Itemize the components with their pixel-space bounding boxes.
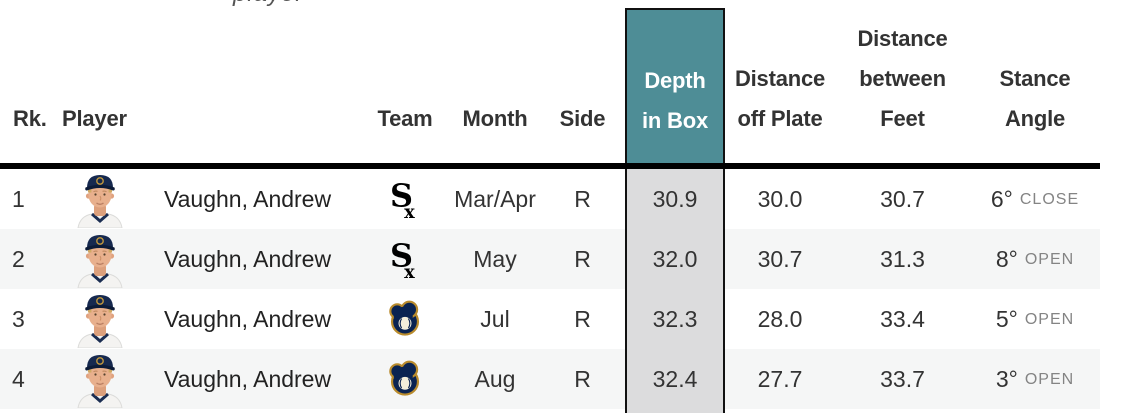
depth-in-box-cell: 32.4 [625,349,725,409]
player-cell: Vaughn, Andrew [50,171,360,228]
side-cell: R [574,305,591,332]
cropped-title-fragment: player [233,0,304,8]
distance-between-feet-cell: 33.4 [880,305,925,332]
header-month[interactable]: Month [462,105,528,131]
distance-off-plate-cell: 30.7 [757,245,803,272]
stance-angle-value: 5° [995,305,1018,332]
player-headshot [72,351,128,408]
distance-between-feet-cell: 33.7 [880,365,925,392]
side-cell: R [574,185,591,212]
brewers-logo [386,360,424,398]
header-depth-line1: Depth [644,67,706,93]
player-cell: Vaughn, Andrew [50,291,360,348]
table-row: 1 Vaughn, Andrew Mar/Apr R 30.9 30.0 30.… [0,169,1100,229]
rank-cell: 4 [12,365,25,392]
team-cell [360,238,450,280]
table-header-row: Rk. Player Team Month Side Depth in Box … [0,0,1100,163]
header-depth-line2: in Box [641,107,709,133]
header-distance-between-feet[interactable]: Distance between Feet [857,25,948,131]
distance-off-plate-cell: 28.0 [757,305,803,332]
header-stance-angle[interactable]: Stance Angle [999,65,1071,131]
stance-angle-value: 3° [995,365,1018,392]
header-player[interactable]: Player [62,105,127,131]
table-row: 3 Vaughn, Andrew Jul R 32.3 28.0 33.4 5°… [0,289,1100,349]
depth-column-cutoff-tail [625,409,725,413]
player-headshot [72,171,128,228]
side-cell: R [574,245,591,272]
header-divider-rule [0,163,1100,169]
distance-between-feet-cell: 31.3 [880,245,925,272]
header-depth-in-box-highlighted[interactable]: Depth in Box [625,8,725,163]
distance-off-plate-cell: 30.0 [757,185,803,212]
batting-stance-table: Rk. Player Team Month Side Depth in Box … [0,0,1100,413]
team-cell [360,178,450,220]
player-name[interactable]: Vaughn, Andrew [164,185,332,212]
stance-angle-direction: OPEN [1024,251,1075,268]
depth-in-box-cell: 32.3 [625,289,725,349]
player-headshot [72,291,128,348]
stance-angle-value: 8° [995,245,1018,272]
stance-angle-cell: 6° CLOSE [970,186,1100,213]
header-side[interactable]: Side [559,105,606,131]
rank-cell: 3 [12,305,25,332]
stance-angle-direction: OPEN [1024,371,1075,388]
stance-angle-cell: 5° OPEN [970,306,1100,333]
depth-in-box-cell: 32.0 [625,229,725,289]
side-cell: R [574,365,591,392]
team-cell [360,300,450,338]
rank-cell: 2 [12,245,25,272]
header-rank[interactable]: Rk. [13,105,47,131]
distance-off-plate-cell: 27.7 [757,365,803,392]
stance-angle-cell: 3° OPEN [970,366,1100,393]
header-distance-off-plate[interactable]: Distance off Plate [734,65,826,131]
header-team[interactable]: Team [377,105,433,131]
white-sox-logo [390,178,420,220]
stance-angle-value: 6° [990,185,1013,212]
rank-cell: 1 [12,185,25,212]
month-cell: Mar/Apr [454,185,536,212]
player-cell: Vaughn, Andrew [50,351,360,408]
player-headshot [72,231,128,288]
month-cell: Jul [480,305,510,332]
table-row: 2 Vaughn, Andrew May R 32.0 30.7 31.3 8°… [0,229,1100,289]
stance-angle-direction: OPEN [1024,311,1075,328]
white-sox-logo [390,238,420,280]
player-name[interactable]: Vaughn, Andrew [164,245,332,272]
depth-in-box-cell: 30.9 [625,169,725,229]
month-cell: Aug [474,365,516,392]
player-cell: Vaughn, Andrew [50,231,360,288]
team-cell [360,360,450,398]
table-row: 4 Vaughn, Andrew Aug R 32.4 27.7 33.7 3°… [0,349,1100,409]
distance-between-feet-cell: 30.7 [880,185,925,212]
brewers-logo [386,300,424,338]
player-name[interactable]: Vaughn, Andrew [164,365,332,392]
player-name[interactable]: Vaughn, Andrew [164,305,332,332]
stance-angle-direction: CLOSE [1019,191,1080,208]
month-cell: May [473,245,517,272]
stance-angle-cell: 8° OPEN [970,246,1100,273]
